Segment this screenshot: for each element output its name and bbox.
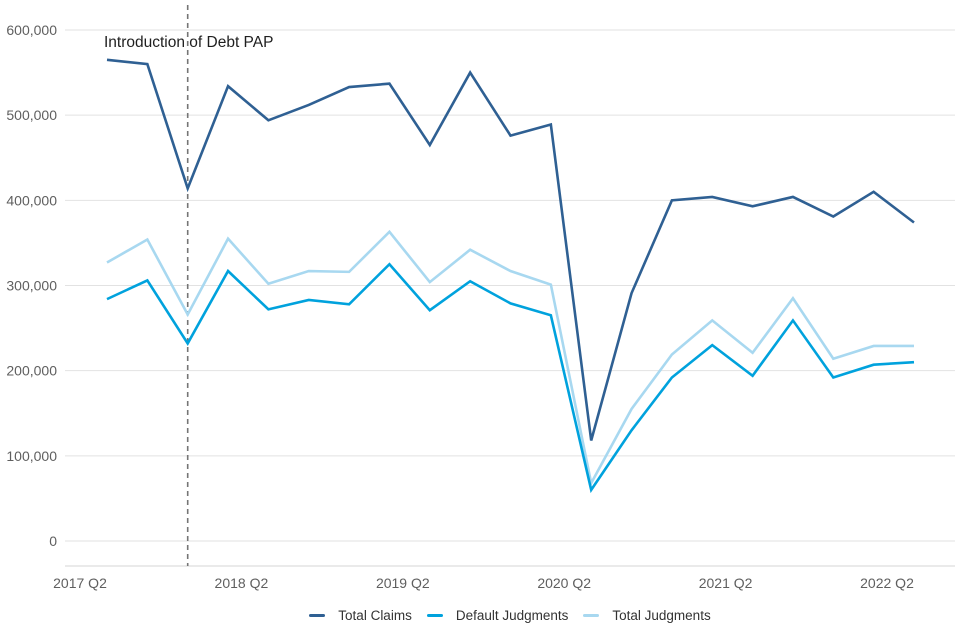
series-line-total-claims	[106, 58, 915, 441]
y-tick-label: 100,000	[6, 448, 57, 464]
series-line-default-judgments	[106, 262, 915, 494]
x-tick-label: 2018 Q2	[215, 575, 269, 591]
legend-label-default-judgments: Default Judgments	[455, 608, 569, 623]
legend-label-total-judgments: Total Judgments	[612, 608, 711, 623]
legend-item-default-judgments: Default Judgments	[426, 608, 569, 623]
legend-label-total-claims: Total Claims	[338, 608, 412, 623]
plot-area: 0 100,000 200,000 300,000 400,000 500,000 600,…	[6, 5, 955, 591]
annotation-debt-pap: Introduction of Debt PAP	[104, 34, 273, 51]
legend: Total Claims Default Judgments Total Jud…	[65, 608, 955, 623]
y-tick-label: 400,000	[6, 192, 57, 208]
x-tick-label: 2021 Q2	[699, 575, 753, 591]
x-tick-label: 2022 Q2	[860, 575, 914, 591]
legend-item-total-judgments: Total Judgments	[583, 608, 711, 623]
legend-swatch-total-claims	[309, 614, 326, 617]
series-line-total-judgments	[106, 229, 914, 487]
x-tick-label: 2017 Q2	[53, 575, 107, 591]
y-tick-label: 200,000	[6, 363, 57, 379]
y-tick-label: 500,000	[6, 107, 57, 123]
y-tick-label: 0	[49, 533, 57, 549]
y-tick-label: 600,000	[6, 22, 57, 38]
x-tick-label: 2020 Q2	[537, 575, 591, 591]
y-tick-label: 300,000	[6, 278, 57, 294]
legend-swatch-default-judgments	[426, 614, 443, 617]
legend-item-total-claims: Total Claims	[309, 608, 412, 623]
legend-swatch-total-judgments	[583, 614, 600, 617]
x-tick-label: 2019 Q2	[376, 575, 430, 591]
